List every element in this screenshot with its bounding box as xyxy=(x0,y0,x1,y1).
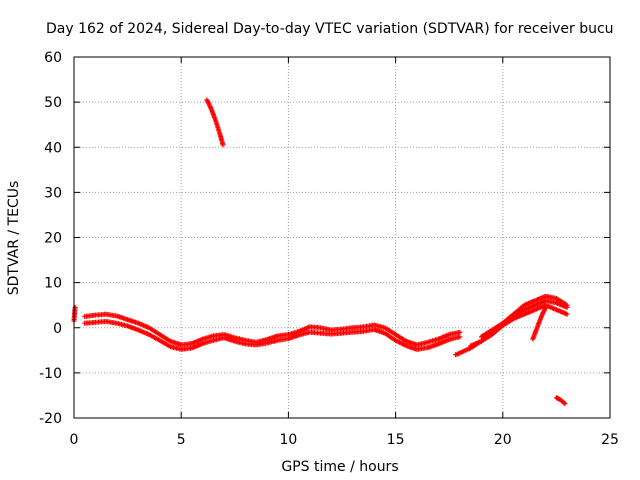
data-point xyxy=(543,304,549,310)
y-tick-label: 30 xyxy=(44,185,62,201)
x-tick-label: 15 xyxy=(387,432,405,448)
data-point xyxy=(564,311,570,317)
data-point xyxy=(457,329,463,335)
x-tick-label: 25 xyxy=(601,432,619,448)
y-tick-label: 0 xyxy=(53,321,62,337)
plot-frame xyxy=(73,56,611,419)
y-axis-label: SDTVAR / TECUs xyxy=(6,181,22,296)
series-end-outlier xyxy=(553,395,568,407)
series-baseline-upper xyxy=(82,311,463,348)
y-tick-label: 60 xyxy=(44,50,62,66)
x-tick-label: 10 xyxy=(279,432,297,448)
x-tick-label: 5 xyxy=(177,432,186,448)
data-point xyxy=(457,334,463,340)
series-start-markers xyxy=(71,304,78,324)
series-offset-pass xyxy=(204,97,226,148)
y-tick-label: 50 xyxy=(44,95,62,111)
x-tick-label: 0 xyxy=(70,432,79,448)
y-tick-label: -10 xyxy=(39,366,62,382)
data-point xyxy=(72,304,78,310)
series-baseline-lower xyxy=(82,318,463,352)
y-tick-label: 20 xyxy=(44,231,62,247)
data-points xyxy=(71,97,570,407)
x-tick-label: 20 xyxy=(494,432,512,448)
y-axis-ticks: -20 -10 0 10 20 30 40 50 60 xyxy=(39,50,610,427)
series-late-rise-3 xyxy=(478,298,570,340)
grid xyxy=(74,57,610,418)
data-point xyxy=(564,304,570,310)
y-tick-label: 10 xyxy=(44,276,62,292)
series-late-dip xyxy=(530,304,549,342)
x-axis-label: GPS time / hours xyxy=(281,459,398,475)
data-point xyxy=(220,142,226,148)
x-axis-ticks: 0 5 10 15 20 25 xyxy=(70,57,619,448)
y-tick-label: 40 xyxy=(44,140,62,156)
data-point xyxy=(562,401,568,407)
y-tick-label: -20 xyxy=(39,411,62,427)
chart-title: Day 162 of 2024, Sidereal Day-to-day VTE… xyxy=(46,21,614,37)
